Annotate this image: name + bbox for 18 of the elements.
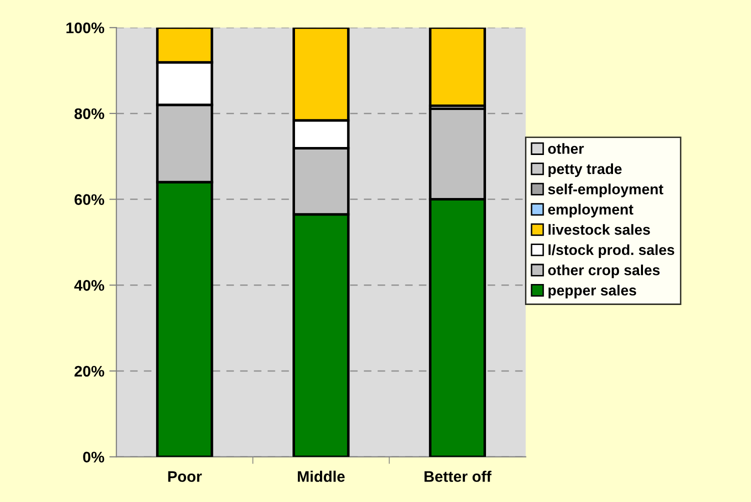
y-tick-label: 0% (83, 452, 104, 463)
legend-label: petty trade (548, 163, 622, 178)
x-tick-label: Middle (298, 470, 345, 482)
legend-label: l/stock prod. sales (548, 244, 674, 258)
x-tick-label: Poor (168, 471, 202, 482)
legend-label: livestock sales (548, 224, 650, 235)
y-tick-label: 100% (66, 22, 104, 34)
legend-label: other crop sales (548, 264, 660, 278)
y-tick-label: 20% (74, 366, 104, 377)
legend-label: employment (548, 204, 634, 218)
bar (428, 28, 486, 107)
legend-label: other (548, 143, 584, 154)
y-tick-label: 40% (74, 280, 104, 291)
y-tick-label: 60% (74, 194, 104, 205)
y-tick-label: 80% (74, 108, 104, 120)
legend-label: pepper sales (548, 284, 636, 298)
legend-label: self-employment (548, 184, 664, 198)
x-tick-label: Better off (424, 470, 492, 482)
